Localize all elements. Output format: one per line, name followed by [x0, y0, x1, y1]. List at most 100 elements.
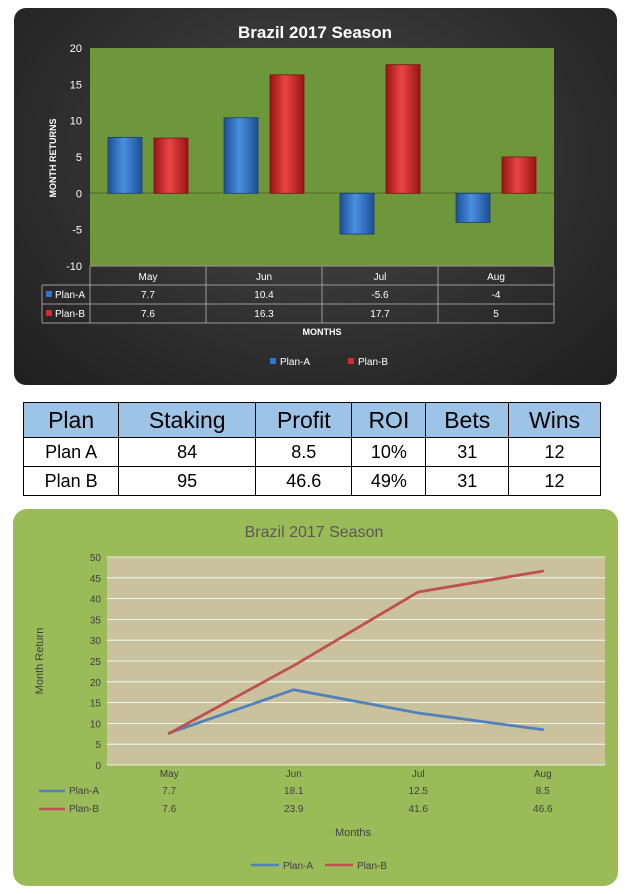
bar-legend: Plan-A Plan-B: [270, 357, 388, 368]
header-wins: Wins: [508, 402, 601, 438]
bar-y-tick-label: 15: [70, 79, 82, 91]
bar-plan-b-may: [153, 137, 189, 194]
line-series-plan-b: [167, 569, 545, 735]
line-legend-label: Plan-A: [283, 861, 313, 872]
line-data-label: 8.5: [536, 786, 550, 797]
line-data-label: 46.6: [533, 804, 553, 815]
line-y-tick-label: 20: [90, 678, 102, 689]
line-marks: [167, 569, 545, 735]
header-roi: ROI: [351, 402, 427, 438]
line-y-tick-label: 50: [90, 553, 102, 564]
line-x-axis-label: Months: [335, 827, 372, 839]
bar-data-label: 7.6: [141, 309, 155, 320]
line-y-tick-label: 45: [90, 574, 102, 585]
line-y-tick-label: 15: [90, 699, 102, 710]
cell-roi: 49%: [351, 466, 427, 496]
bar-plan-b-jul: [385, 64, 421, 194]
line-table-series-name: Plan-B: [69, 804, 99, 815]
bar-y-tick-label: 5: [76, 152, 82, 164]
square-icon: [46, 310, 52, 316]
bar-y-tick-label: 0: [76, 188, 82, 200]
table-row: Plan A 84 8.5 10% 31 12: [22, 437, 601, 467]
bar-data-label: 16.3: [254, 309, 274, 320]
bar-y-tick-label: 20: [70, 43, 82, 55]
bar-data-table: May Jun Jul Aug Plan-A 7.7 10.4 -5.6 -4 Plan-B 7.6…: [41, 265, 555, 324]
bar-y-tick-label: -5: [72, 225, 82, 237]
line-data-label: 23.9: [284, 804, 304, 815]
bar-marks: [107, 64, 537, 235]
summary-table: Plan Staking Profit ROI Bets Wins Plan A…: [22, 402, 601, 496]
bar-y-tick-label: -10: [66, 261, 82, 273]
bar-y-tick-label: 10: [70, 116, 82, 128]
line-y-tick-label: 25: [90, 657, 102, 668]
bar-x-tick-label: Aug: [487, 272, 505, 283]
line-x-tick-label: Jul: [412, 769, 425, 780]
bar-plan-a-aug: [455, 192, 491, 223]
header-staking: Staking: [118, 402, 257, 438]
bar-table-series-name: Plan-A: [55, 290, 85, 301]
cell-staking: 95: [118, 466, 257, 496]
bar-legend-label: Plan-B: [358, 357, 388, 368]
header-bets: Bets: [425, 402, 510, 438]
bar-data-label: -5.6: [371, 290, 389, 301]
bar-chart-panel: Brazil 2017 Season 20 15 10 5 0 -5 -10 MONTH R…: [14, 8, 617, 385]
cell-profit: 8.5: [255, 437, 353, 467]
header-plan: Plan: [22, 402, 120, 438]
cell-profit: 46.6: [255, 466, 353, 496]
line-data-label: 7.7: [162, 786, 176, 797]
bar-data-label: 5: [493, 309, 499, 320]
line-table-series-name: Plan-A: [69, 786, 99, 797]
line-data-label: 18.1: [284, 786, 304, 797]
line-legend: Plan-A Plan-B: [251, 861, 387, 872]
line-data-label: 12.5: [409, 786, 429, 797]
cell-plan: Plan B: [22, 466, 120, 496]
bar-plan-a-jun: [223, 117, 259, 194]
bar-chart-title: Brazil 2017 Season: [238, 23, 392, 42]
line-series-plan-a: [167, 688, 545, 735]
square-icon: [270, 358, 276, 364]
bar-x-tick-label: Jul: [374, 272, 387, 283]
line-y-tick-label: 0: [95, 761, 101, 772]
line-data-table: May Jun Jul Aug Plan-A 7.7 18.1 12.5 8.5 Plan-B 7.…: [39, 769, 553, 815]
line-chart-panel: Brazil 2017 Season 50 45 40 35 30 25 20 15 10 5 0 …: [13, 509, 618, 886]
cell-staking: 84: [118, 437, 257, 467]
line-y-tick-label: 35: [90, 615, 102, 626]
bar-plan-b-aug: [501, 156, 537, 194]
bar-x-tick-label: May: [139, 272, 158, 283]
bar-legend-label: Plan-A: [280, 357, 310, 368]
cell-wins: 12: [508, 437, 601, 467]
table-row: Plan B 95 46.6 49% 31 12: [22, 466, 601, 496]
square-icon: [348, 358, 354, 364]
line-data-label: 41.6: [409, 804, 429, 815]
header-profit: Profit: [255, 402, 353, 438]
bar-table-series-name: Plan-B: [55, 309, 85, 320]
line-legend-label: Plan-B: [357, 861, 387, 872]
cell-bets: 31: [425, 437, 510, 467]
cell-plan: Plan A: [22, 437, 120, 467]
line-y-axis-label: Month Return: [34, 628, 46, 695]
line-chart: Brazil 2017 Season 50454035302520151050 …: [34, 524, 605, 872]
bar-x-tick-label: Jun: [256, 272, 272, 283]
cell-bets: 31: [425, 466, 510, 496]
line-x-tick-label: May: [160, 769, 179, 780]
line-y-tick-label: 5: [95, 740, 101, 751]
bar-data-label: -4: [492, 290, 501, 301]
square-icon: [46, 291, 52, 297]
cell-roi: 10%: [351, 437, 427, 467]
bar-plan-a-jul: [339, 192, 375, 235]
summary-header-row: Plan Staking Profit ROI Bets Wins: [22, 402, 601, 438]
line-x-tick-label: Jun: [286, 769, 302, 780]
bar-chart: Brazil 2017 Season 20 15 10 5 0 -5 -10 MONTH R…: [41, 23, 555, 368]
line-x-tick-label: Aug: [534, 769, 552, 780]
bar-plan-b-jun: [269, 74, 305, 194]
bar-data-label: 17.7: [370, 309, 390, 320]
bar-data-label: 7.7: [141, 290, 155, 301]
bar-data-label: 10.4: [254, 290, 274, 301]
line-y-tick-label: 40: [90, 595, 102, 606]
line-data-label: 7.6: [162, 804, 176, 815]
cell-wins: 12: [508, 466, 601, 496]
line-y-tick-label: 30: [90, 636, 102, 647]
bar-plan-a-may: [107, 136, 143, 194]
bar-x-axis-label: MONTHS: [303, 327, 342, 337]
